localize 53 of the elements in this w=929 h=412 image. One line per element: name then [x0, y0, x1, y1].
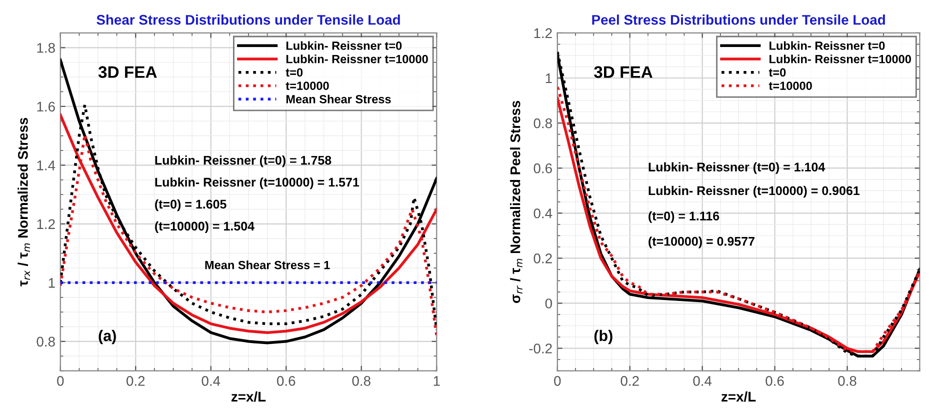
y-tick-label: 0.6 [534, 163, 552, 174]
x-tick-label: 0.4 [202, 376, 220, 386]
y-axis-title: τ$_{rx}$ / τ$_{m}$ Normalized Stress [18, 118, 30, 286]
y-tick-label: 0 [545, 298, 552, 308]
y-tick-label: 1 [546, 73, 552, 84]
legend-label: Lubkin- Reissner t=10000 [286, 54, 428, 64]
y-tick-label: 0.4 [534, 208, 552, 218]
annotation: (b) [594, 330, 612, 344]
annotation: (t=10000) = 0.9577 [648, 236, 754, 248]
y-tick-label: 0.2 [534, 254, 552, 264]
x-axis-title: z=x/L [722, 391, 756, 402]
legend-label: Lubkin- Reissner t=10000 [770, 54, 911, 64]
y-tick-label: 0.8 [534, 118, 552, 128]
legend-label: Mean Shear Stress [286, 94, 391, 104]
annotation: Lubkin- Reissner (t=0) = 1.104 [648, 162, 826, 174]
chart-title: Shear Stress Distributions under Tensile Load [96, 14, 400, 25]
annotation: (a) [98, 330, 116, 344]
y-tick-label: 1.8 [37, 42, 55, 53]
y-axis-title: σ$_{rr}$ / τ$_{m}$ Normalized Peel Stress [510, 100, 522, 304]
legend-label: t=10000 [286, 82, 329, 90]
annotation: Mean Shear Stress = 1 [205, 260, 330, 270]
annotation: (t=10000) = 1.504 [155, 221, 254, 234]
x-tick-label: 0.4 [693, 376, 712, 386]
y-tick-label: 0.8 [36, 336, 55, 347]
x-tick-label: 0.6 [766, 376, 784, 386]
x-tick-label: 0.2 [126, 376, 145, 386]
y-tick-label: 1.2 [534, 28, 552, 38]
annotation: (t=0) = 1.605 [155, 199, 226, 212]
legend-label: t=0 [768, 68, 786, 77]
chart-title: Peel Stress Distributions under Tensile Load [592, 14, 885, 25]
annotation: (t=0) = 1.116 [648, 211, 720, 223]
legend-label: Lubkin- Reissner t=0 [770, 41, 885, 50]
x-tick-label: 1 [434, 376, 440, 386]
y-tick-label: 1 [48, 278, 55, 288]
y-tick-label: 1.6 [37, 102, 55, 112]
x-tick-label: 0 [57, 376, 64, 386]
legend-label: t=10000 [768, 82, 812, 90]
x-tick-label: 0.8 [838, 376, 856, 386]
x-tick-label: 0 [554, 376, 561, 386]
annotation: 3D FEA [98, 66, 157, 78]
annotation: Lubkin- Reissner (t=0) = 1.758 [155, 156, 332, 168]
y-tick-label: -0.2 [529, 344, 552, 354]
annotation: Lubkin- Reissner (t=10000) = 1.571 [155, 177, 360, 190]
legend-label: Lubkin- Reissner t=0 [286, 41, 402, 50]
annotation: Lubkin- Reissner (t=10000) = 0.9061 [648, 186, 860, 198]
x-tick-label: 0.8 [352, 376, 370, 386]
annotation: 3D FEA [594, 66, 652, 78]
x-tick-label: 0.6 [277, 376, 296, 386]
x-axis-title: z=x/L [232, 391, 266, 402]
x-tick-label: 0.2 [620, 376, 639, 386]
y-tick-label: 1.4 [37, 160, 56, 170]
legend-label: t=0 [286, 68, 303, 77]
y-tick-label: 1.2 [37, 219, 55, 229]
